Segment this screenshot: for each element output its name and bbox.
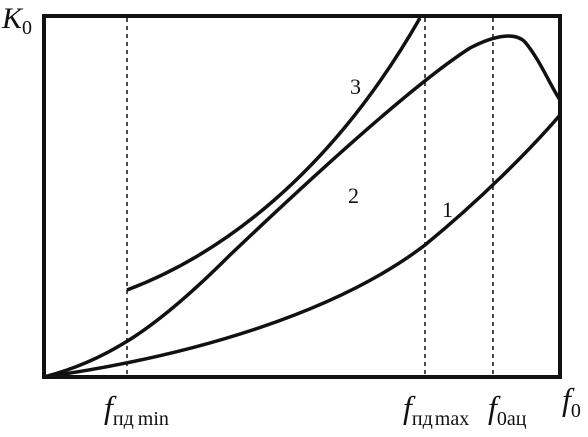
curve-label-3: 3	[350, 74, 361, 99]
curve-label-1: 1	[442, 197, 453, 222]
fpd-min-label: fпд min	[104, 389, 169, 430]
f0ac-label: f0ац	[488, 389, 527, 430]
curve-1	[43, 113, 562, 379]
x-axis-label: f0	[562, 381, 581, 422]
fpd-max-label: fпд max	[403, 389, 469, 430]
curve-label-2: 2	[348, 183, 359, 208]
y-axis-label: K0	[1, 2, 32, 39]
curve-3	[126, 17, 422, 292]
plot-frame	[42, 14, 562, 379]
curve-2	[43, 34, 562, 379]
